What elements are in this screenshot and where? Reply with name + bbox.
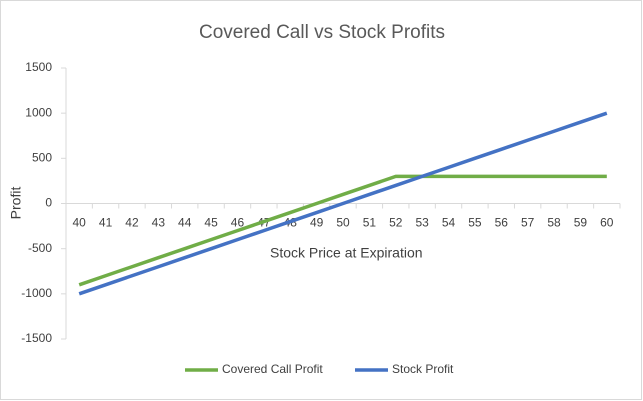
chart-title: Covered Call vs Stock Profits [199, 22, 445, 43]
x-axis-title: Stock Price at Expiration [270, 245, 423, 261]
x-tick-label: 54 [442, 216, 456, 230]
x-tick-label: 49 [310, 216, 324, 230]
y-tick-label: 0 [45, 196, 52, 210]
x-tick-label: 40 [73, 216, 87, 230]
y-tick-label: -1500 [21, 331, 52, 345]
x-tick-label: 45 [204, 216, 218, 230]
y-tick-label: 1000 [25, 105, 52, 119]
legend-label: Stock Profit [392, 362, 454, 376]
x-tick-label: 55 [468, 216, 482, 230]
x-tick-label: 58 [547, 216, 561, 230]
x-tick-label: 42 [125, 216, 139, 230]
x-tick-label: 57 [521, 216, 535, 230]
x-tick-label: 44 [178, 216, 192, 230]
y-tick-label: 1500 [25, 60, 52, 74]
y-tick-label: -500 [28, 241, 52, 255]
series-line [78, 174, 607, 287]
y-tick-label: -1000 [21, 286, 52, 300]
x-tick-label: 52 [389, 216, 403, 230]
series-line [78, 111, 608, 296]
y-axis-title: Profit [8, 187, 24, 220]
legend-label: Covered Call Profit [222, 362, 323, 376]
x-tick-label: 56 [495, 216, 509, 230]
x-tick-label: 46 [231, 216, 245, 230]
x-tick-label: 43 [152, 216, 166, 230]
x-tick-label: 60 [600, 216, 614, 230]
x-tick-label: 51 [363, 216, 377, 230]
x-tick-label: 50 [336, 216, 350, 230]
x-tick-label: 59 [574, 216, 588, 230]
y-tick-label: 500 [32, 151, 52, 165]
x-tick-label: 41 [99, 216, 113, 230]
x-tick-label: 53 [415, 216, 429, 230]
